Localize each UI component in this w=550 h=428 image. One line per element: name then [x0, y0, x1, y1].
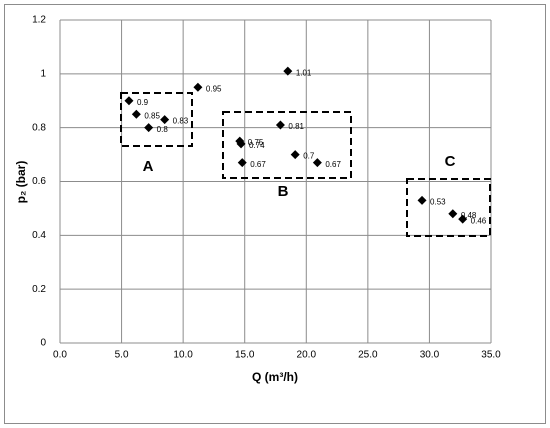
y-tick-label: 0: [40, 338, 46, 349]
group-box: [120, 92, 193, 147]
group-label: B: [278, 183, 289, 200]
group-label: C: [445, 153, 456, 170]
data-label: 0.81: [288, 122, 304, 131]
data-label: 0.83: [173, 117, 189, 126]
data-label: 0.67: [250, 160, 266, 169]
data-label: 0.85: [144, 111, 160, 120]
group-box: [222, 111, 352, 179]
group-label: A: [143, 158, 154, 175]
y-tick-label: 1: [40, 68, 46, 79]
marker: [275, 120, 285, 130]
marker: [312, 158, 322, 168]
data-label: 0.95: [206, 84, 222, 93]
data-label: 0.48: [461, 211, 477, 220]
y-axis-label: p₂ (bar): [14, 161, 28, 204]
x-tick-label: 25.0: [358, 350, 378, 361]
data-label: 0.7: [303, 152, 315, 161]
y-tick-label: 0.2: [32, 284, 46, 295]
x-tick-label: 5.0: [115, 350, 129, 361]
data-label: 0.9: [137, 98, 149, 107]
marker: [236, 139, 246, 149]
marker: [283, 66, 293, 76]
x-tick-label: 10.0: [173, 350, 193, 361]
x-tick-label: 15.0: [235, 350, 255, 361]
x-axis-label: Q (m³/h): [252, 370, 298, 384]
group-box: [406, 178, 491, 237]
data-label: 1.01: [296, 68, 312, 77]
marker: [160, 115, 170, 125]
data-label: 0.53: [430, 197, 446, 206]
data-label: 0.46: [471, 216, 487, 225]
marker: [417, 195, 427, 205]
y-tick-label: 0.8: [32, 122, 46, 133]
marker: [448, 209, 458, 219]
marker: [290, 150, 300, 160]
data-label: 0.67: [325, 160, 341, 169]
marker: [237, 158, 247, 168]
marker: [144, 123, 154, 133]
marker: [124, 96, 134, 106]
marker: [131, 109, 141, 119]
data-label: 0.74: [249, 141, 265, 150]
x-tick-label: 30.0: [420, 350, 440, 361]
data-label: 0.75: [248, 138, 264, 147]
x-tick-label: 20.0: [297, 350, 317, 361]
data-label: 0.8: [157, 125, 169, 134]
y-tick-label: 0.6: [32, 176, 46, 187]
y-tick-label: 0.4: [32, 230, 46, 241]
x-tick-label: 0.0: [53, 350, 67, 361]
marker: [458, 214, 468, 224]
x-tick-label: 35.0: [481, 350, 501, 361]
y-tick-label: 1.2: [32, 15, 46, 26]
marker: [193, 82, 203, 92]
